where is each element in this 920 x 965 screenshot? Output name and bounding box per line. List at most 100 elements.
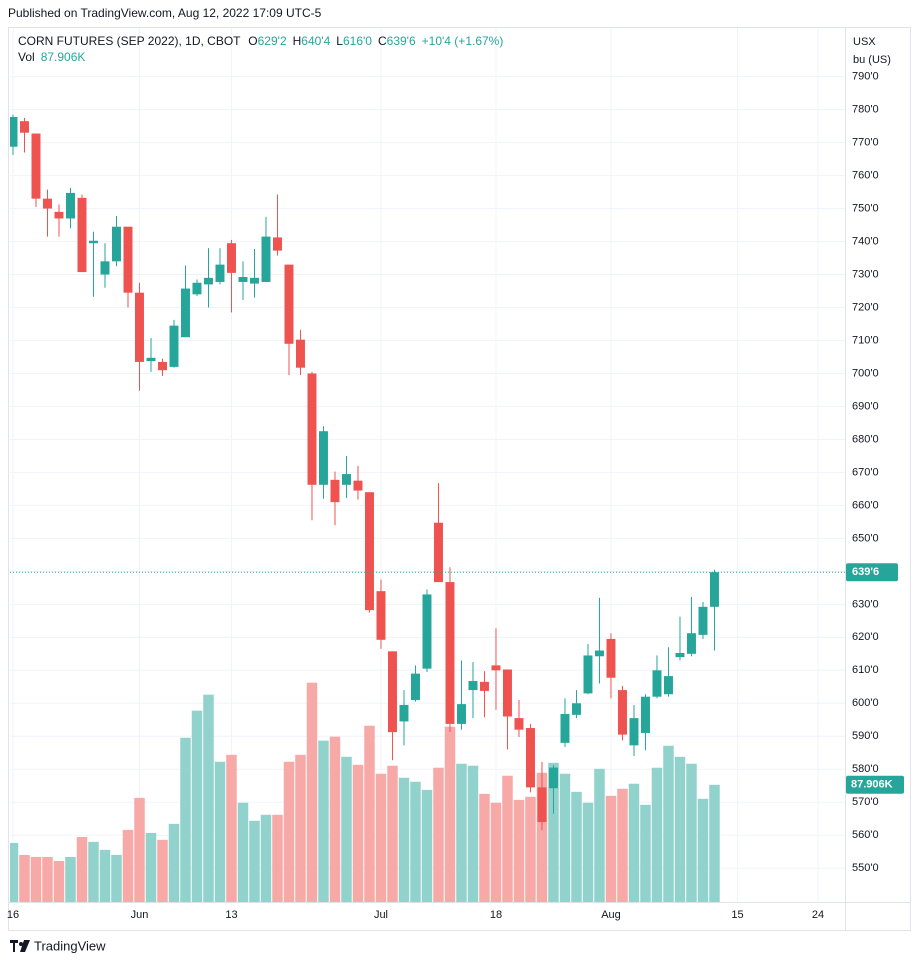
volume-bar [582,802,594,902]
volume-bar [398,777,410,902]
y-tick-label: 770'0 [852,137,879,149]
volume-bar [709,784,720,902]
volume-bar [364,725,375,902]
y-tick-label: 550'0 [852,862,879,874]
candle-body [158,361,167,371]
logo-dot [19,942,23,946]
volume-bar [249,820,260,902]
y-tick-label: 720'0 [852,301,879,313]
volume-bar [295,754,306,902]
volume-bar [513,799,525,902]
candle-body [284,264,294,344]
y-tick-label: 610'0 [852,664,879,676]
volume-bar [99,849,111,902]
y-tick-label: 570'0 [852,796,879,808]
last-volume-tag [846,775,904,794]
candle-body [123,226,133,293]
candle-body [560,714,570,743]
symbol-title: CORN FUTURES (SEP 2022), 1D, CBOT [18,34,241,48]
unit: bu (US) [853,54,891,66]
y-tick-label: 740'0 [852,235,879,247]
volume-bar [663,745,674,902]
published-note: Published on TradingView.com, Aug 12, 20… [8,6,322,20]
volume-bar [410,781,421,902]
volume-bar [456,763,467,902]
volume-bar [145,832,157,902]
grid [10,28,845,902]
candle-body [364,492,374,611]
volume-bar [375,773,387,902]
candle-body [491,665,501,671]
volume-bar [214,761,226,902]
candle-body [135,292,144,362]
candle-body [675,652,685,658]
y-tick-label: 600'0 [852,697,879,709]
volume-bar [628,783,640,902]
volume-label: Vol [18,50,35,64]
x-tick-label: 16 [7,909,19,921]
volume-bar [697,798,709,902]
logo-mark [20,940,30,952]
volume-bar [525,796,536,902]
y-tick-label: 700'0 [852,367,879,379]
x-tick-label: 24 [812,909,824,921]
currency: USX [853,36,876,48]
volume-bar [571,791,582,902]
candle-body [66,192,75,219]
candle-body [537,787,547,823]
volume-bar [605,795,617,902]
legend-key: L [336,34,343,48]
volume-value: 87.906K [41,50,86,64]
volume-bar [352,764,364,902]
volume-bar [157,839,168,902]
candle-body [169,325,179,367]
candle-body [43,198,52,209]
volume-bar [490,802,502,902]
candle-body [100,261,110,275]
candle-body [548,767,558,789]
x-tick-label: 15 [731,909,743,921]
volume-bar [180,737,191,902]
last-volume-label: 87.906K [851,779,893,791]
candle-body [456,704,466,724]
candle-body [479,681,489,691]
volume-bar [111,854,122,902]
legend-key: H [293,34,302,48]
candle-body [571,703,581,715]
candle-body [652,670,662,697]
volume-bar [559,773,571,902]
y-tick-label: 730'0 [852,268,879,280]
candle-body [502,669,512,717]
candle-body [353,480,363,491]
y-tick-label: 650'0 [852,532,879,544]
volume-bar [10,842,19,902]
volume-bar [617,788,628,902]
candle-body [617,690,627,735]
volume-bar [65,856,76,902]
legend-value: 639'6 [387,34,416,48]
candle-body [399,704,409,722]
x-tick-label: Jul [374,909,388,921]
volume-bar [283,761,295,902]
candle-body [146,357,156,362]
candle-body [514,718,524,730]
y-tick-label: 710'0 [852,334,879,346]
volume-bar [536,772,548,902]
volume-bar [318,740,329,902]
candle-body [583,655,593,694]
candle-body [273,237,282,251]
volume-bar [479,793,490,902]
candle-body [295,339,305,368]
candle-body [112,226,121,262]
legend-key: C [378,34,387,48]
y-tick-label: 780'0 [852,104,879,116]
y-tick-label: 590'0 [852,730,879,742]
legend-value: 629'2 [258,34,287,48]
y-tick-label: 630'0 [852,598,879,610]
candle-body [629,718,639,746]
candle-body [10,117,18,147]
volume-bar [502,775,513,902]
candle-body [238,277,248,282]
y-tick-label: 620'0 [852,631,879,643]
candle-body [640,696,650,733]
